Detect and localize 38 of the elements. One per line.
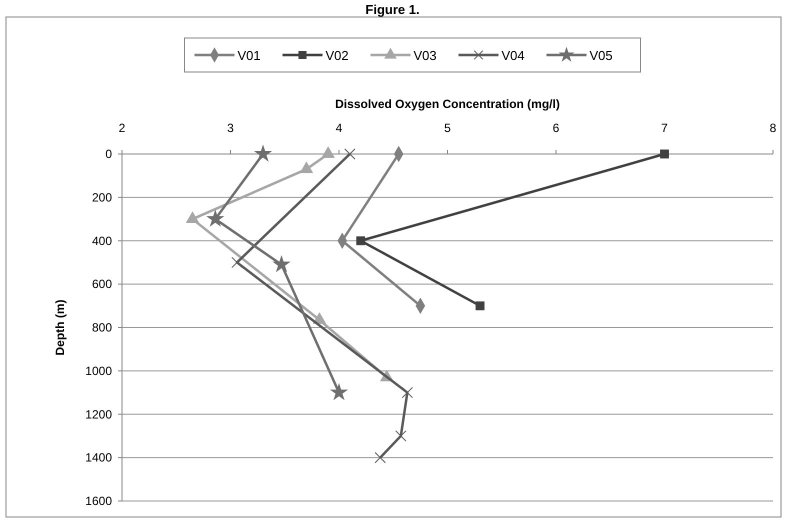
point — [344, 148, 356, 160]
y-tick-label: 1200 — [85, 407, 112, 422]
y-tick-label: 1400 — [85, 450, 112, 465]
point — [300, 162, 314, 174]
point — [255, 146, 272, 161]
x-tick-label: 6 — [552, 121, 560, 135]
point — [330, 384, 348, 400]
x-axis-title: Dissolved Oxygen Concentration (mg/l) — [335, 97, 560, 111]
x-tick-label: 5 — [444, 121, 452, 135]
legend-label: V05 — [590, 48, 613, 63]
x-tick-label: 4 — [336, 121, 343, 135]
y-tick-label: 400 — [92, 234, 112, 248]
point — [660, 150, 669, 158]
x-tick-label: 3 — [227, 121, 234, 135]
legend-label: V02 — [326, 48, 349, 63]
x-tick-label: 7 — [661, 121, 668, 135]
x-tick-label: 2 — [118, 121, 126, 135]
point — [207, 210, 224, 226]
point — [273, 256, 290, 272]
legend-label: V01 — [238, 48, 261, 63]
y-tick-label: 800 — [92, 320, 112, 334]
point — [231, 256, 243, 268]
y-tick-label: 0 — [105, 147, 112, 161]
y-tick-label: 1600 — [85, 494, 112, 508]
y-tick-label: 600 — [92, 277, 112, 292]
y-axis-title: Depth (m) — [53, 300, 67, 356]
y-tick-label: 200 — [92, 190, 112, 204]
point — [476, 301, 484, 310]
chart-title: Figure 1. — [365, 2, 420, 17]
legend-label: V04 — [502, 48, 525, 63]
legend-label: V03 — [414, 48, 437, 63]
y-tick-label: 1000 — [85, 364, 112, 378]
point — [395, 430, 406, 442]
point — [402, 386, 413, 398]
point — [374, 452, 386, 464]
x-tick-label: 8 — [770, 121, 777, 135]
point — [356, 236, 366, 246]
point — [322, 146, 335, 158]
